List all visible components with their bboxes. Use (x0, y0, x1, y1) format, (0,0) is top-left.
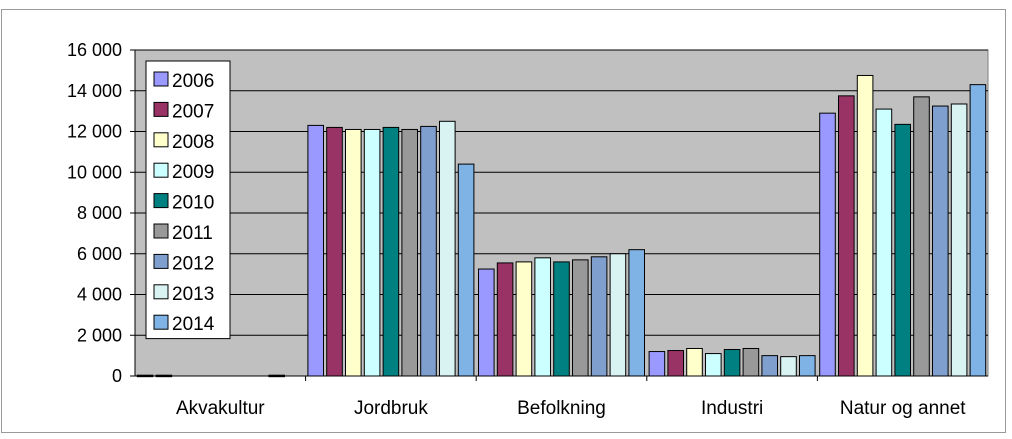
legend-swatch (153, 223, 169, 239)
bar (838, 95, 855, 377)
bar (667, 350, 685, 377)
bar (534, 257, 552, 377)
legend-label: 2008 (172, 132, 214, 153)
y-tick-label: 14 000 (67, 81, 122, 101)
x-tick-label: Jordbruk (354, 398, 428, 419)
x-tick-labels: Akvakultur Jordbruk Befolkning Industri Natu… (176, 398, 966, 419)
bar (439, 120, 456, 377)
bar (875, 108, 893, 377)
legend-label: 2006 (172, 71, 214, 92)
legend-swatch (153, 132, 169, 148)
legend-swatch (153, 71, 169, 87)
bar (363, 128, 381, 377)
bar (856, 74, 874, 377)
bar (761, 355, 779, 377)
bar (609, 253, 627, 377)
bar (819, 112, 836, 377)
bar (950, 103, 968, 377)
bar (686, 347, 703, 377)
bar (478, 268, 495, 377)
bar (780, 356, 797, 377)
legend-label: 2014 (172, 314, 215, 335)
bar (969, 84, 987, 377)
legend-label: 2011 (172, 223, 213, 244)
bar (705, 353, 722, 377)
bar (590, 256, 608, 377)
bar (553, 261, 570, 377)
legend-label: 2012 (172, 253, 214, 274)
y-tick-label: 10 000 (67, 162, 122, 182)
x-tick-label: Akvakultur (176, 398, 265, 419)
bar (457, 163, 475, 377)
axes (130, 49, 988, 381)
bar (648, 351, 666, 377)
bar (572, 259, 589, 377)
y-tick-label: 12 000 (67, 122, 122, 142)
x-tick-label: Industri (701, 398, 763, 419)
legend-swatch (153, 101, 169, 117)
legend-label: 2009 (172, 162, 214, 183)
y-tick-label: 8 000 (77, 203, 122, 223)
bars (136, 74, 987, 378)
bar (326, 126, 343, 377)
y-tick-label: 4 000 (77, 285, 122, 305)
bar (420, 125, 437, 377)
x-tick-label: Natur og annet (840, 398, 966, 419)
legend-swatch (153, 314, 169, 330)
y-tick-label: 2 000 (77, 325, 122, 345)
bar (894, 123, 912, 377)
legend: 2006 2007 2008 2009 2010 2011 2012 2013 2014 (145, 60, 231, 340)
legend-swatch (153, 162, 169, 178)
legend-label: 2010 (172, 193, 214, 214)
bar (799, 355, 816, 377)
bar (628, 249, 646, 377)
bar (496, 262, 514, 377)
legend-swatch (153, 193, 169, 209)
legend-swatch (153, 253, 169, 269)
y-tick-label: 0 (112, 366, 122, 386)
legend-label: 2013 (172, 284, 214, 305)
y-tick-label: 16 000 (67, 40, 122, 60)
bar (932, 105, 949, 377)
bar (307, 124, 324, 377)
y-tick-labels: 0 2 000 4 000 6 000 8 000 10 000 12 000 14 000 1… (67, 40, 122, 386)
bar (345, 128, 362, 377)
bar (515, 261, 533, 377)
x-tick-label: Befolkning (517, 398, 606, 419)
y-tick-label: 6 000 (77, 244, 122, 264)
legend-swatch (153, 284, 169, 300)
bar (382, 126, 400, 377)
bar (401, 128, 418, 377)
bar (742, 347, 760, 377)
legend-label: 2007 (172, 101, 214, 122)
bar (913, 96, 930, 377)
bar (723, 349, 741, 377)
